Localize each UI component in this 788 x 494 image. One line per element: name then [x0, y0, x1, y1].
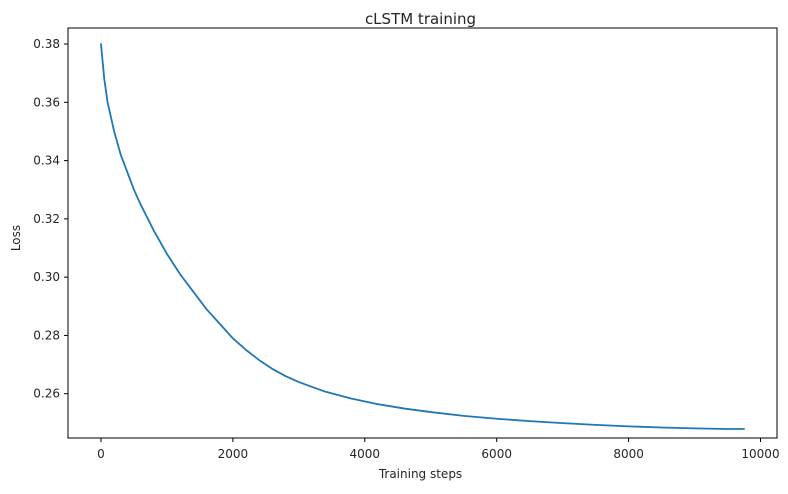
- x-axis-label: Training steps: [378, 467, 462, 481]
- y-tick-label: 0.34: [33, 154, 60, 168]
- series-layer: [100, 43, 745, 430]
- x-tick-label: 4000: [350, 447, 381, 461]
- x-tick-label: 2000: [218, 447, 249, 461]
- y-axis-label: Loss: [9, 225, 23, 251]
- x-tick-label: 0: [97, 447, 105, 461]
- x-tick-label: 6000: [481, 447, 512, 461]
- y-tick-label: 0.32: [33, 212, 60, 226]
- y-tick-label: 0.38: [33, 37, 60, 51]
- x-tick-label: 10000: [741, 447, 779, 461]
- y-tick-label: 0.30: [33, 270, 60, 284]
- y-tick-label: 0.26: [33, 387, 60, 401]
- plot-area-frame: [67, 27, 778, 439]
- loss-series-line: [100, 43, 745, 430]
- y-axis-ticks: 0.26 0.28 0.30 0.32 0.34 0.36 0.38: [33, 37, 68, 401]
- x-axis-ticks: 0 2000 4000 6000 8000 10000: [97, 438, 780, 461]
- chart-title: cLSTM training: [365, 10, 476, 28]
- y-tick-label: 0.36: [33, 95, 60, 109]
- y-tick-label: 0.28: [33, 328, 60, 342]
- x-tick-label: 8000: [613, 447, 644, 461]
